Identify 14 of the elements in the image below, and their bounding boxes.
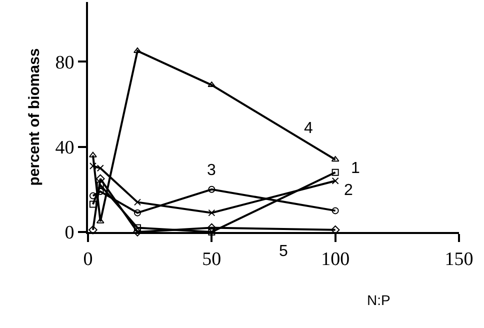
x-tick-label: 100 xyxy=(321,248,350,270)
x-axis-title: N:P xyxy=(367,292,390,308)
x-tick-label: 0 xyxy=(83,248,93,270)
series-label: 3 xyxy=(207,162,216,179)
series-label: 4 xyxy=(304,120,313,137)
y-tick-label: 40 xyxy=(55,137,74,158)
y-tick-label: 0 xyxy=(64,222,74,244)
series-label: 1 xyxy=(351,160,360,177)
y-axis-title: percent of biomass xyxy=(26,48,43,186)
x-tick-label: 50 xyxy=(202,248,222,270)
y-tick-label: 80 xyxy=(55,52,74,74)
x-tick-label: 150 xyxy=(444,248,474,270)
series-label: 5 xyxy=(279,243,288,260)
series-label: 2 xyxy=(344,182,353,199)
